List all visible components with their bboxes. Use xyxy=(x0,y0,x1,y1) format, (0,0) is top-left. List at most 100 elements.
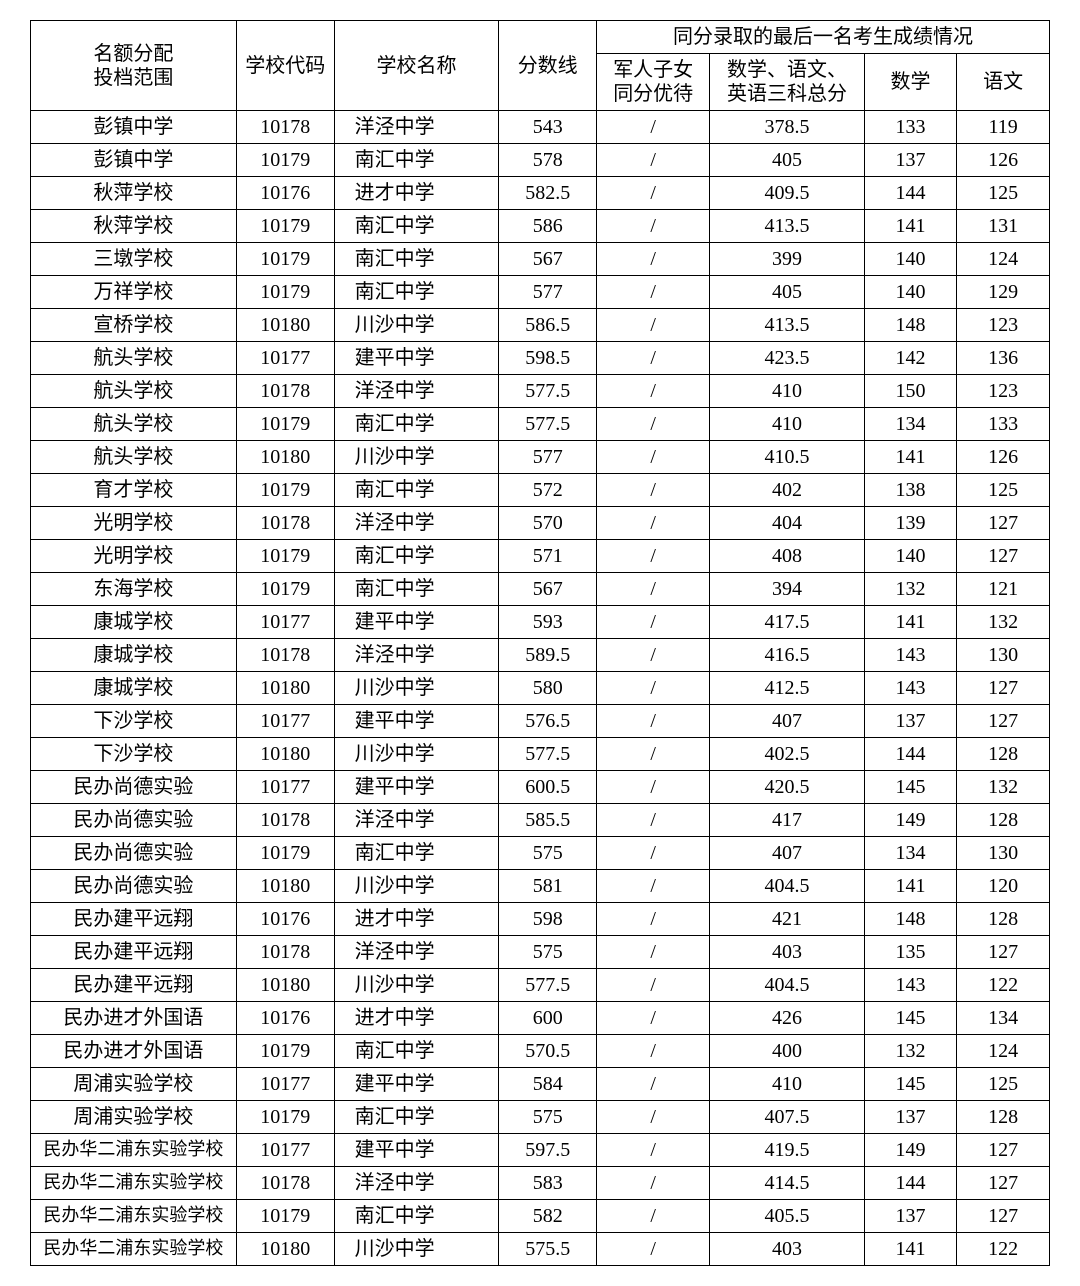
cell-math: 149 xyxy=(864,804,957,837)
table-row: 下沙学校10180川沙中学577.5/402.5144128 xyxy=(31,738,1050,771)
cell-score: 577 xyxy=(499,441,597,474)
cell-military: / xyxy=(597,738,710,771)
cell-threesum: 407.5 xyxy=(710,1101,864,1134)
cell-threesum: 409.5 xyxy=(710,177,864,210)
cell-math: 137 xyxy=(864,1200,957,1233)
cell-name: 建平中学 xyxy=(334,606,499,639)
cell-code: 10180 xyxy=(236,738,334,771)
table-row: 民办华二浦东实验学校10180川沙中学575.5/403141122 xyxy=(31,1233,1050,1266)
cell-chinese: 133 xyxy=(957,408,1050,441)
cell-score: 575 xyxy=(499,1101,597,1134)
cell-chinese: 126 xyxy=(957,144,1050,177)
th-tie1: 军人子女同分优待 xyxy=(597,54,710,111)
cell-military: / xyxy=(597,639,710,672)
cell-scope: 民办进才外国语 xyxy=(31,1035,237,1068)
cell-threesum: 394 xyxy=(710,573,864,606)
cell-score: 598 xyxy=(499,903,597,936)
table-row: 秋萍学校10179南汇中学586/413.5141131 xyxy=(31,210,1050,243)
cell-chinese: 128 xyxy=(957,1101,1050,1134)
cell-math: 142 xyxy=(864,342,957,375)
cell-math: 141 xyxy=(864,441,957,474)
cell-math: 134 xyxy=(864,837,957,870)
cell-threesum: 402.5 xyxy=(710,738,864,771)
cell-military: / xyxy=(597,177,710,210)
cell-military: / xyxy=(597,837,710,870)
cell-code: 10176 xyxy=(236,177,334,210)
cell-math: 148 xyxy=(864,903,957,936)
cell-military: / xyxy=(597,474,710,507)
cell-name: 洋泾中学 xyxy=(334,804,499,837)
cell-military: / xyxy=(597,1002,710,1035)
cell-code: 10177 xyxy=(236,1134,334,1167)
cell-threesum: 413.5 xyxy=(710,309,864,342)
cell-code: 10179 xyxy=(236,144,334,177)
th-tie2: 数学、语文、英语三科总分 xyxy=(710,54,864,111)
cell-chinese: 127 xyxy=(957,540,1050,573)
cell-scope: 民办尚德实验 xyxy=(31,771,237,804)
cell-scope: 彭镇中学 xyxy=(31,144,237,177)
cell-military: / xyxy=(597,705,710,738)
cell-scope: 育才学校 xyxy=(31,474,237,507)
cell-name: 南汇中学 xyxy=(334,1035,499,1068)
table-row: 康城学校10180川沙中学580/412.5143127 xyxy=(31,672,1050,705)
cell-score: 598.5 xyxy=(499,342,597,375)
table-row: 民办建平远翔10176进才中学598/421148128 xyxy=(31,903,1050,936)
cell-threesum: 417 xyxy=(710,804,864,837)
cell-name: 南汇中学 xyxy=(334,1200,499,1233)
cell-scope: 秋萍学校 xyxy=(31,177,237,210)
cell-scope: 民办建平远翔 xyxy=(31,936,237,969)
cell-threesum: 403 xyxy=(710,936,864,969)
cell-military: / xyxy=(597,342,710,375)
cell-name: 建平中学 xyxy=(334,1068,499,1101)
cell-name: 川沙中学 xyxy=(334,309,499,342)
table-row: 民办进才外国语10176进才中学600/426145134 xyxy=(31,1002,1050,1035)
cell-score: 581 xyxy=(499,870,597,903)
cell-military: / xyxy=(597,573,710,606)
cell-military: / xyxy=(597,903,710,936)
cell-chinese: 129 xyxy=(957,276,1050,309)
cell-threesum: 402 xyxy=(710,474,864,507)
cell-chinese: 125 xyxy=(957,177,1050,210)
table-row: 民办华二浦东实验学校10179南汇中学582/405.5137127 xyxy=(31,1200,1050,1233)
cell-code: 10176 xyxy=(236,1002,334,1035)
cell-math: 140 xyxy=(864,540,957,573)
cell-military: / xyxy=(597,969,710,1002)
table-row: 民办尚德实验10178洋泾中学585.5/417149128 xyxy=(31,804,1050,837)
cell-scope: 民办尚德实验 xyxy=(31,837,237,870)
cell-score: 577.5 xyxy=(499,738,597,771)
table-row: 民办建平远翔10178洋泾中学575/403135127 xyxy=(31,936,1050,969)
cell-name: 进才中学 xyxy=(334,1002,499,1035)
cell-name: 川沙中学 xyxy=(334,441,499,474)
cell-scope: 民办华二浦东实验学校 xyxy=(31,1134,237,1167)
cell-chinese: 132 xyxy=(957,771,1050,804)
table-row: 育才学校10179南汇中学572/402138125 xyxy=(31,474,1050,507)
cell-math: 141 xyxy=(864,870,957,903)
cell-score: 585.5 xyxy=(499,804,597,837)
cell-threesum: 410 xyxy=(710,375,864,408)
cell-military: / xyxy=(597,1035,710,1068)
cell-math: 137 xyxy=(864,1101,957,1134)
cell-threesum: 410 xyxy=(710,1068,864,1101)
cell-scope: 民办建平远翔 xyxy=(31,969,237,1002)
table-row: 下沙学校10177建平中学576.5/407137127 xyxy=(31,705,1050,738)
cell-chinese: 128 xyxy=(957,903,1050,936)
cell-score: 582 xyxy=(499,1200,597,1233)
cell-chinese: 127 xyxy=(957,1200,1050,1233)
th-tie4: 语文 xyxy=(957,54,1050,111)
cell-threesum: 407 xyxy=(710,837,864,870)
table-row: 周浦实验学校10179南汇中学575/407.5137128 xyxy=(31,1101,1050,1134)
cell-chinese: 127 xyxy=(957,1134,1050,1167)
table-row: 民办华二浦东实验学校10178洋泾中学583/414.5144127 xyxy=(31,1167,1050,1200)
cell-military: / xyxy=(597,441,710,474)
cell-threesum: 403 xyxy=(710,1233,864,1266)
cell-code: 10178 xyxy=(236,1167,334,1200)
cell-math: 140 xyxy=(864,276,957,309)
cell-name: 南汇中学 xyxy=(334,243,499,276)
cell-score: 577.5 xyxy=(499,969,597,1002)
table-row: 秋萍学校10176进才中学582.5/409.5144125 xyxy=(31,177,1050,210)
cell-score: 576.5 xyxy=(499,705,597,738)
cell-scope: 周浦实验学校 xyxy=(31,1068,237,1101)
cell-score: 572 xyxy=(499,474,597,507)
cell-code: 10178 xyxy=(236,936,334,969)
cell-score: 597.5 xyxy=(499,1134,597,1167)
